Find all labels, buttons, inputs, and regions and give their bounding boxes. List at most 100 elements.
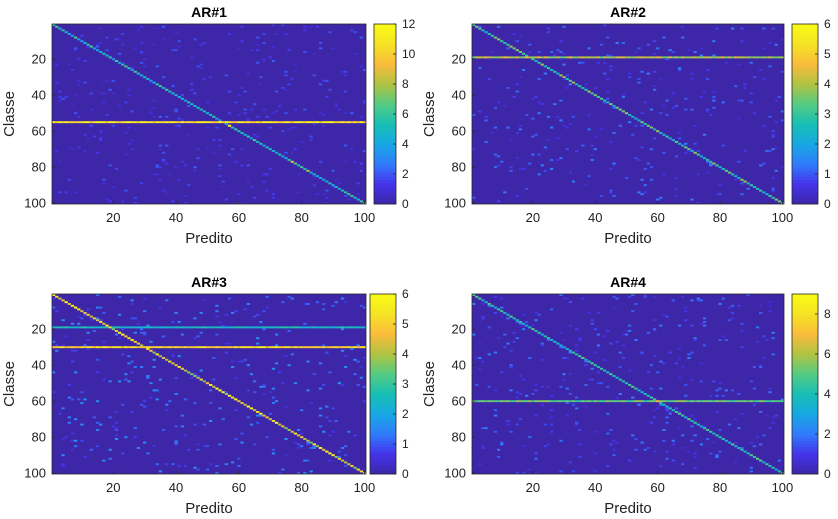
heatmap-cell	[587, 56, 590, 58]
heatmap-cell	[121, 334, 124, 336]
heatmap-cell	[534, 458, 537, 460]
heatmap-cell	[775, 170, 778, 172]
x-tick-label: 80	[294, 480, 308, 495]
heatmap-cell	[544, 400, 547, 402]
heatmap-cell	[225, 314, 228, 316]
heatmap-cell	[672, 400, 675, 402]
heatmap-cell	[115, 38, 118, 40]
heatmap-cell	[171, 346, 174, 348]
heatmap-cell	[484, 301, 487, 303]
heatmap-cell	[206, 101, 209, 103]
heatmap-cell	[562, 339, 565, 341]
heatmap-cell	[569, 325, 572, 327]
heatmap-cell	[513, 33, 516, 35]
heatmap-cell	[628, 121, 631, 123]
heatmap-cell	[96, 152, 99, 154]
heatmap-cell	[74, 121, 77, 123]
heatmap-cell	[703, 91, 706, 93]
heatmap-cell	[156, 326, 159, 328]
heatmap-cell	[556, 400, 559, 402]
heatmap-cell	[547, 339, 550, 341]
heatmap-cell	[140, 326, 143, 328]
heatmap-cell	[231, 366, 234, 368]
heatmap-cell	[603, 370, 606, 372]
heatmap-cell	[737, 100, 740, 102]
heatmap-cell	[678, 348, 681, 350]
heatmap-cell	[550, 127, 553, 129]
heatmap-cell	[609, 190, 612, 192]
y-tick-label: 60	[32, 124, 46, 139]
heatmap-cell	[335, 121, 338, 123]
heatmap-cell	[478, 368, 481, 370]
heatmap-cell	[772, 422, 775, 424]
heatmap-cell	[525, 395, 528, 397]
heatmap-cell	[309, 442, 312, 444]
y-tick-label: 40	[452, 358, 466, 373]
heatmap-cell	[659, 112, 662, 114]
heatmap-cell	[272, 397, 275, 399]
heatmap-cell	[303, 303, 306, 305]
heatmap-cell	[584, 83, 587, 85]
heatmap-cell	[80, 317, 83, 319]
heatmap-cell	[247, 326, 250, 328]
heatmap-cell	[209, 121, 212, 123]
heatmap-cell	[162, 357, 165, 359]
heatmap-cell	[597, 56, 600, 58]
heatmap-cell	[690, 199, 693, 201]
heatmap-cell	[253, 134, 256, 136]
heatmap-cell	[619, 400, 622, 402]
heatmap-cell	[575, 83, 578, 85]
heatmap-cell	[650, 364, 653, 366]
heatmap-cell	[584, 364, 587, 366]
heatmap-cell	[212, 379, 215, 381]
heatmap-cell	[105, 199, 108, 201]
heatmap-cell	[481, 447, 484, 449]
heatmap-cell	[215, 316, 218, 318]
heatmap-cell	[731, 305, 734, 307]
heatmap-cell	[522, 445, 525, 447]
heatmap-cell	[262, 42, 265, 44]
heatmap-cell	[697, 424, 700, 426]
heatmap-cell	[244, 404, 247, 406]
heatmap-cell	[606, 56, 609, 58]
heatmap-cell	[178, 118, 181, 120]
colorbar-segment	[792, 327, 818, 330]
heatmap-cell	[734, 400, 737, 402]
colorbar-tick-label: 6	[402, 107, 409, 121]
heatmap-cell	[294, 346, 297, 348]
heatmap-cell	[61, 407, 64, 409]
heatmap-cell	[99, 137, 102, 139]
heatmap-cell	[669, 56, 672, 58]
heatmap-cell	[622, 344, 625, 346]
heatmap-cell	[61, 346, 64, 348]
heatmap-cell	[131, 317, 134, 319]
heatmap-cell	[497, 337, 500, 339]
heatmap-cell	[231, 326, 234, 328]
heatmap-cell	[134, 346, 137, 348]
heatmap-cell	[331, 170, 334, 172]
heatmap-cell	[256, 37, 259, 39]
heatmap-cell	[174, 312, 177, 314]
heatmap-cell	[640, 391, 643, 393]
heatmap-cell	[737, 56, 740, 58]
heatmap-cell	[112, 425, 115, 427]
heatmap-cell	[357, 344, 360, 346]
heatmap-cell	[762, 125, 765, 127]
heatmap-cell	[146, 452, 149, 454]
heatmap-cell	[609, 373, 612, 375]
colorbar-tick-label: 8	[824, 307, 831, 321]
heatmap-cell	[275, 334, 278, 336]
y-axis-label: Classe	[421, 91, 438, 137]
heatmap-cell	[712, 163, 715, 165]
heatmap-cell	[737, 427, 740, 429]
heatmap-cell	[90, 326, 93, 328]
colorbar-tick-label: 4	[824, 387, 831, 401]
heatmap-cell	[538, 173, 541, 175]
heatmap-cell	[747, 400, 750, 402]
heatmap-cell	[481, 361, 484, 363]
heatmap-cell	[759, 305, 762, 307]
heatmap-cell	[215, 326, 218, 328]
x-tick-label: 20	[106, 210, 120, 225]
colorbar-segment	[792, 153, 818, 156]
heatmap-cell	[750, 467, 753, 469]
